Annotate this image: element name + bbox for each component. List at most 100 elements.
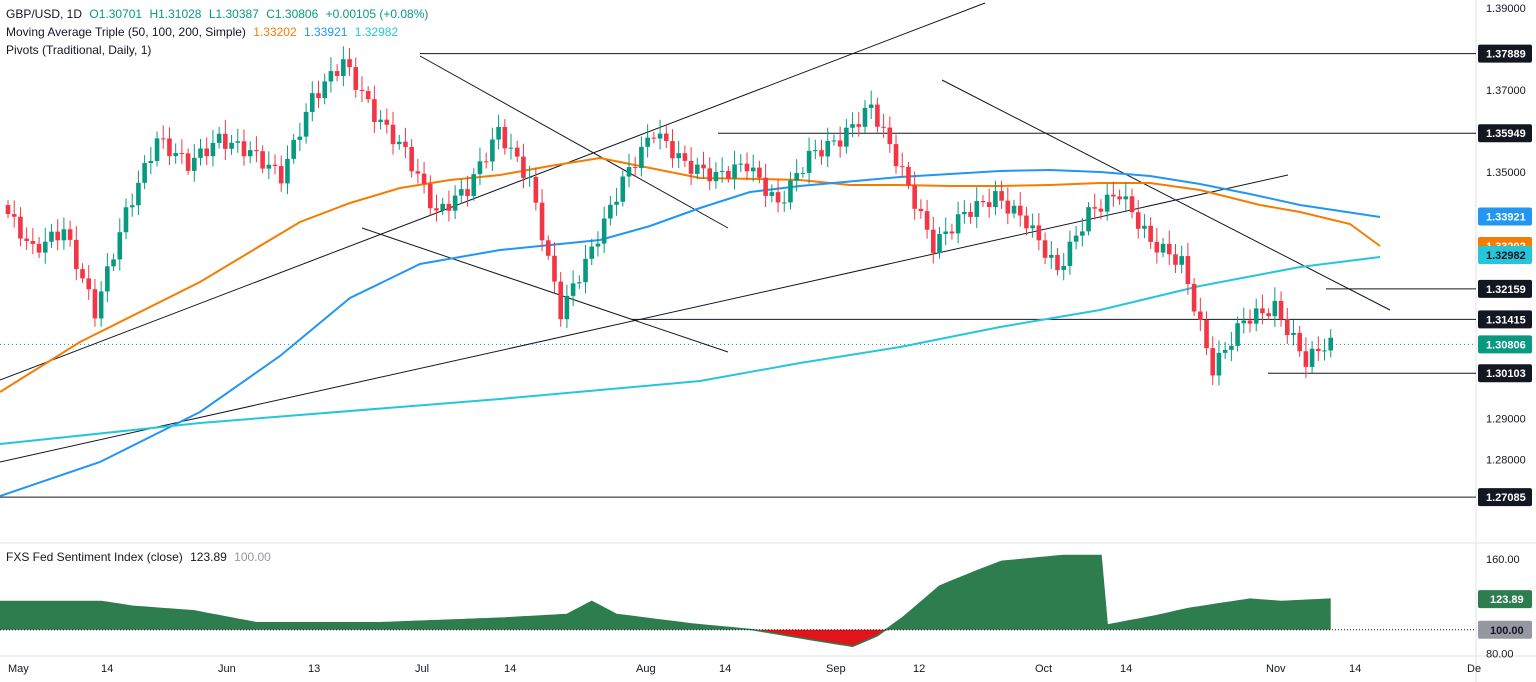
candle [136, 170, 141, 216]
candle [887, 116, 893, 153]
price-label-level: 1.27085 [1478, 488, 1532, 507]
candle [18, 207, 23, 247]
candle-body [912, 185, 917, 209]
candle-body [415, 171, 421, 174]
candle-body [216, 133, 222, 143]
candle [806, 137, 812, 184]
candle-body [409, 146, 414, 172]
candle [682, 145, 688, 168]
candle-body [98, 291, 104, 319]
candle-body [1036, 225, 1042, 241]
candle-body [434, 208, 439, 211]
ma100-value: 1.33921 [304, 25, 348, 39]
candle-body [18, 216, 23, 239]
trend-line [941, 79, 1391, 311]
candle [1272, 287, 1278, 328]
ma-legend[interactable]: Moving Average Triple (50, 100, 200, Sim… [6, 24, 402, 40]
candle [1179, 245, 1184, 274]
candle-body [701, 164, 706, 169]
candle-body [1160, 243, 1166, 253]
sentiment-negative-area [0, 629, 1331, 647]
candle-body [36, 243, 42, 253]
candle [545, 235, 551, 260]
y-tick-label: 1.37000 [1486, 85, 1526, 97]
candle-body [1266, 313, 1271, 317]
candle [688, 146, 694, 185]
candle [173, 143, 178, 164]
price-label-level: 1.37889 [1478, 44, 1532, 63]
candle [657, 119, 663, 150]
indicator-base: 100.00 [234, 550, 271, 564]
candle-body [1247, 320, 1253, 324]
pivots-legend[interactable]: Pivots (Traditional, Daily, 1) [6, 42, 155, 58]
candle [260, 145, 265, 174]
candle-body [353, 67, 359, 90]
candle [502, 119, 508, 155]
candle [949, 223, 955, 240]
candle-body [446, 203, 452, 211]
candle [1055, 248, 1060, 276]
candle [496, 114, 501, 150]
candle [1173, 243, 1178, 274]
candle-body [1080, 231, 1085, 236]
price-label-level: 1.31415 [1478, 310, 1532, 329]
symbol-legend[interactable]: GBP/USD, 1D O1.30701 H1.31028 L1.30387 C… [6, 6, 432, 22]
candle [663, 124, 669, 149]
candle [1303, 337, 1309, 379]
candle-body [285, 158, 290, 184]
candle-body [1048, 254, 1054, 258]
candle [881, 113, 886, 138]
price-label-box [1478, 279, 1532, 298]
candle-body [831, 140, 837, 142]
candle [1247, 309, 1253, 333]
candle [856, 111, 862, 137]
indicator-legend[interactable]: FXS Fed Sentiment Index (close) 123.89 1… [6, 549, 275, 565]
candle [862, 100, 868, 134]
candle [483, 152, 489, 169]
candle-body [1173, 254, 1178, 265]
candle [1048, 240, 1054, 269]
candle [614, 187, 619, 216]
candle [552, 242, 557, 293]
candle [359, 76, 365, 102]
candle-body [1123, 196, 1129, 200]
candle [123, 198, 129, 240]
candle-body [533, 177, 539, 203]
candle [303, 103, 309, 144]
candle-body [260, 151, 265, 169]
candle-body [160, 138, 166, 140]
candle [1191, 278, 1197, 317]
candle [527, 165, 532, 187]
candle [192, 144, 197, 182]
candle [968, 203, 973, 224]
candle-body [1017, 205, 1023, 216]
candle-body [813, 150, 818, 152]
candle [1216, 340, 1222, 386]
candle [1117, 189, 1122, 205]
candle [42, 227, 48, 264]
candle [763, 163, 768, 208]
candle-body [800, 172, 806, 174]
candle [1142, 214, 1147, 239]
candle [154, 131, 160, 167]
candle [198, 138, 203, 166]
candle [1278, 291, 1284, 327]
candle [142, 155, 147, 190]
trend-line [361, 227, 729, 353]
candle-body [577, 282, 582, 284]
candle-body [1291, 332, 1296, 335]
candle [396, 134, 402, 150]
candle [999, 180, 1004, 209]
candle-body [204, 148, 210, 157]
candle-body [595, 243, 601, 247]
price-label-box [1478, 364, 1532, 383]
candle [24, 227, 29, 250]
candle [564, 284, 570, 329]
x-tick-label: May [8, 663, 29, 675]
candle [794, 159, 799, 192]
candle-body [129, 205, 135, 208]
candle-body [1191, 283, 1197, 312]
candle [788, 171, 793, 210]
candle [924, 199, 930, 239]
